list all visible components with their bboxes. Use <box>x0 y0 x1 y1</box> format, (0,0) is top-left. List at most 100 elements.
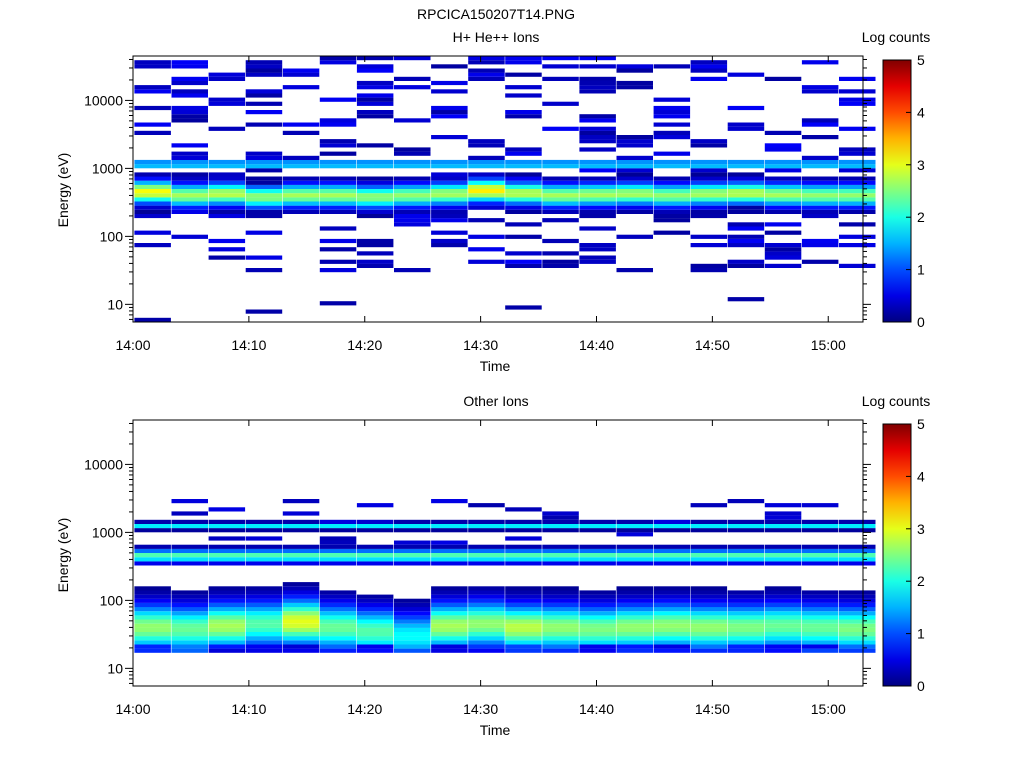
heatmap-cell <box>542 627 579 632</box>
heatmap-cell <box>505 151 542 156</box>
heatmap-cell <box>653 519 691 524</box>
heatmap-cell <box>282 180 320 185</box>
heatmap-cell <box>171 553 208 558</box>
heatmap-cell <box>282 209 320 214</box>
heatmap-cell <box>839 640 876 645</box>
heatmap-cell <box>579 135 616 140</box>
heatmap-cell <box>579 561 616 566</box>
heatmap-cell <box>282 557 320 562</box>
heatmap-cell <box>579 548 616 553</box>
heatmap-cell <box>134 243 171 248</box>
heatmap-cell <box>616 553 653 558</box>
heatmap-cell <box>505 189 542 194</box>
heatmap-cell <box>468 189 505 194</box>
heatmap-cell <box>208 213 246 219</box>
heatmap-cell <box>653 619 691 624</box>
heatmap-cell <box>839 101 876 106</box>
heatmap-cell <box>356 101 394 106</box>
heatmap-cell <box>394 561 431 566</box>
heatmap-cell <box>468 528 505 533</box>
heatmap-cell <box>245 93 283 98</box>
heatmap-cell <box>801 180 839 185</box>
heatmap-cell <box>356 251 394 256</box>
heatmap-cell <box>542 519 579 524</box>
heatmap-cell <box>282 553 320 558</box>
heatmap-cell <box>356 201 394 206</box>
y-tick-label: 100 <box>100 592 124 608</box>
heatmap-cell <box>245 627 283 632</box>
heatmap-cell <box>690 561 728 566</box>
heatmap-cell <box>431 205 468 210</box>
heatmap-cell <box>764 130 802 135</box>
heatmap-cell <box>653 586 691 591</box>
heatmap-cell <box>431 598 468 603</box>
heatmap-cell <box>801 184 839 189</box>
heatmap-cell <box>801 159 839 165</box>
heatmap-cell <box>245 632 283 637</box>
heatmap-cell <box>468 590 505 595</box>
heatmap-cell <box>579 523 616 529</box>
heatmap-cell <box>690 594 728 599</box>
heatmap-cell <box>616 519 653 524</box>
heatmap-cell <box>245 89 283 94</box>
heatmap-cell <box>171 89 208 94</box>
heatmap-cell <box>764 598 802 603</box>
x-tick-label: 15:00 <box>811 701 846 717</box>
heatmap-cell <box>245 213 283 219</box>
heatmap-cell <box>801 164 839 169</box>
heatmap-cell <box>542 193 579 198</box>
heatmap-cell <box>542 164 579 169</box>
heatmap-cell <box>839 561 876 566</box>
heatmap-cell <box>431 243 468 248</box>
heatmap-cell <box>616 64 653 69</box>
heatmap-cell <box>505 209 542 214</box>
heatmap-cell <box>542 205 579 210</box>
heatmap-cell <box>727 164 765 169</box>
heatmap-cell <box>431 586 468 591</box>
heatmap-cell <box>653 176 691 181</box>
heatmap-cell <box>579 259 616 264</box>
heatmap-cell <box>690 243 728 248</box>
x-tick-label: 14:10 <box>231 701 266 717</box>
heatmap-cell <box>245 60 283 65</box>
heatmap-cell <box>653 97 691 102</box>
heatmap-cell <box>208 553 246 558</box>
heatmap-cell <box>319 205 357 210</box>
heatmap-cell <box>356 64 394 69</box>
heatmap-cell <box>727 607 765 612</box>
spectrogram-cells <box>134 56 876 322</box>
heatmap-cell <box>579 126 616 131</box>
heatmap-cell <box>319 151 357 156</box>
spectrogram-cells <box>134 499 876 653</box>
heatmap-cell <box>208 598 246 603</box>
heatmap-cell <box>727 611 765 616</box>
heatmap-cell <box>542 515 579 520</box>
heatmap-cell <box>394 557 431 562</box>
heatmap-cell <box>727 644 765 649</box>
heatmap-cell <box>431 218 468 223</box>
heatmap-cell <box>690 68 728 73</box>
heatmap-cell <box>431 105 468 111</box>
heatmap-cell <box>319 97 357 102</box>
heatmap-cell <box>839 544 876 549</box>
heatmap-cell <box>727 623 765 628</box>
heatmap-cell <box>690 519 728 524</box>
heatmap-cell <box>579 189 616 194</box>
heatmap-cell <box>208 623 246 628</box>
heatmap-cell <box>653 544 691 549</box>
heatmap-cell <box>579 76 616 81</box>
heatmap-cell <box>616 143 653 148</box>
heatmap-cell <box>319 193 357 198</box>
heatmap-cell <box>690 64 728 69</box>
heatmap-cell <box>505 180 542 185</box>
heatmap-cell <box>245 523 283 529</box>
heatmap-cell <box>839 180 876 185</box>
heatmap-cell <box>727 172 765 177</box>
heatmap-cell <box>542 523 579 529</box>
heatmap-cell <box>356 644 394 649</box>
heatmap-cell <box>801 176 839 181</box>
heatmap-cell <box>727 159 765 165</box>
heatmap-cell <box>356 523 394 529</box>
heatmap-cell <box>505 164 542 169</box>
heatmap-cell <box>134 607 171 612</box>
